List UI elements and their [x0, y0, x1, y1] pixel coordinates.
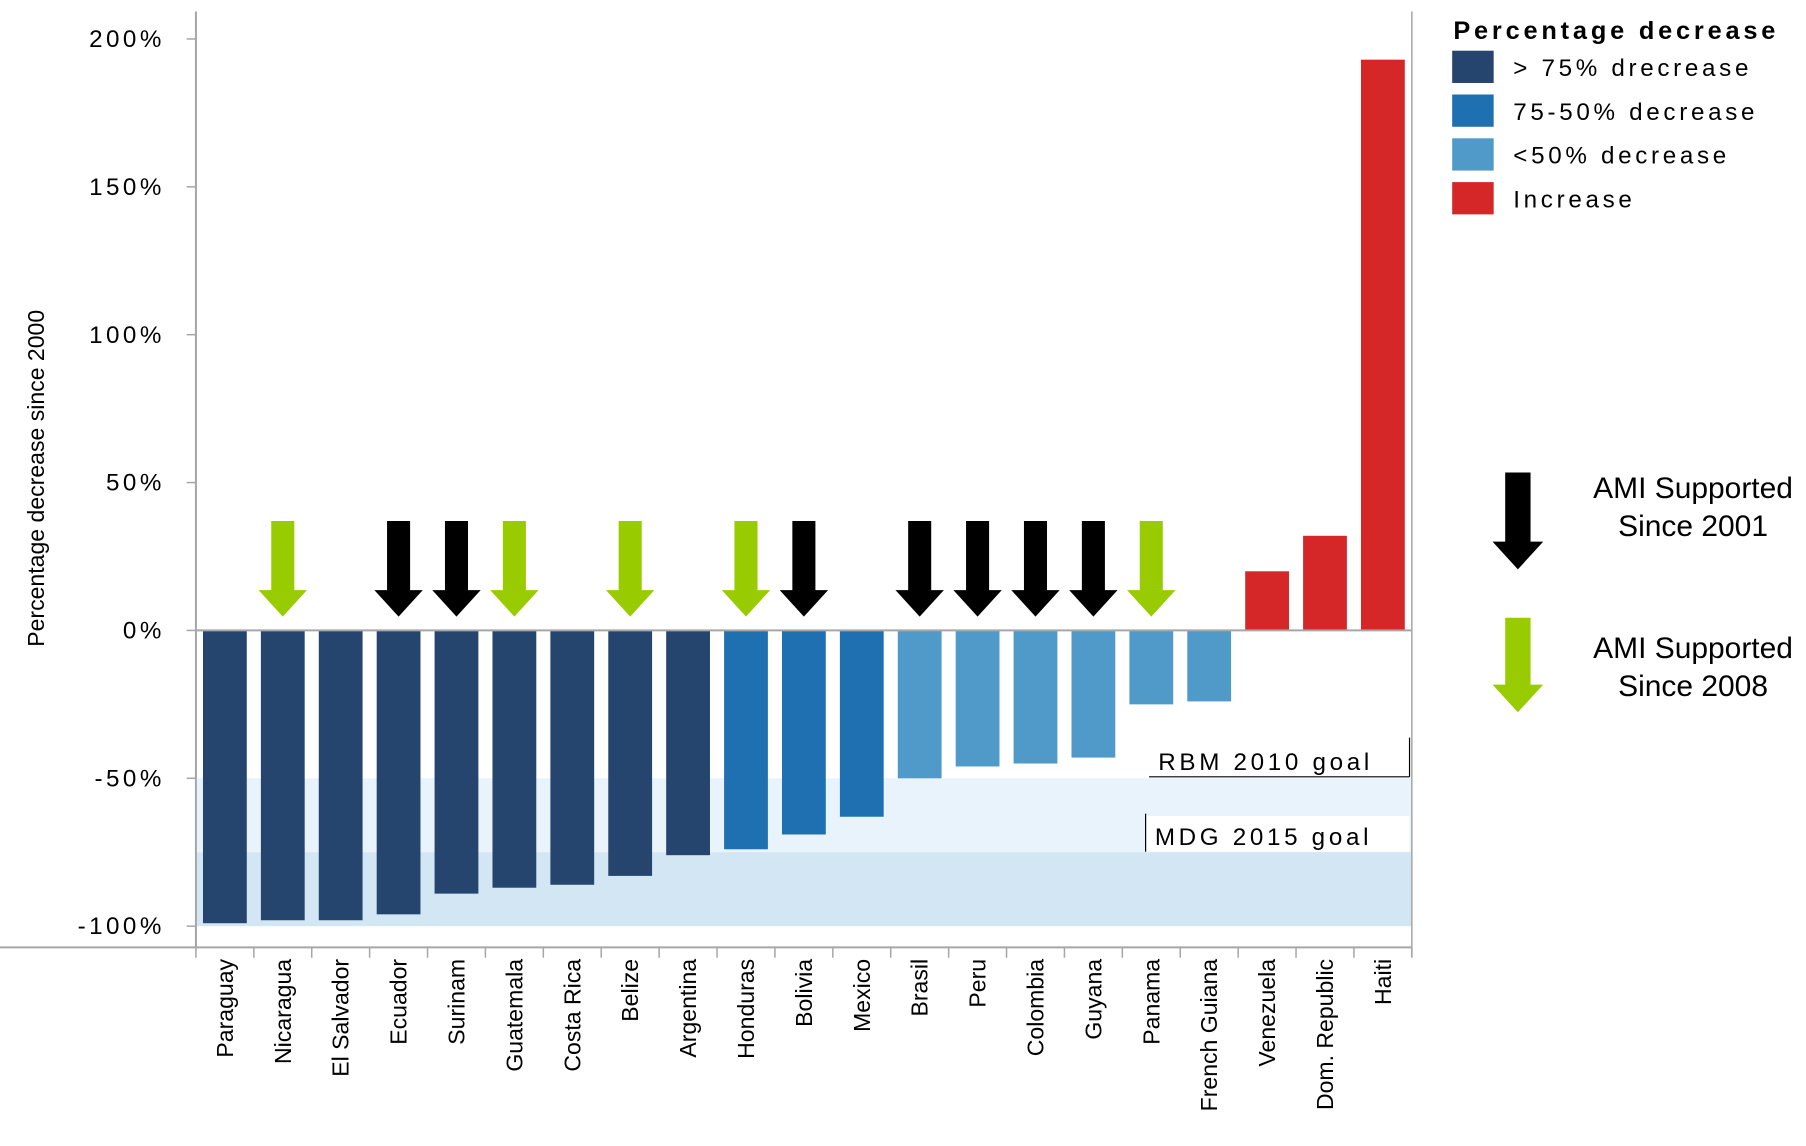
bar-nicaragua [260, 630, 305, 921]
x-tick-label-dom-republic: Dom. Republic [1312, 959, 1338, 1110]
bar-peru [955, 630, 1000, 767]
legend-swatch-g1 [1452, 50, 1494, 83]
y-tick-label: 200% [89, 26, 165, 53]
y-tick-labels-layer: -100% -50% 0% 50% 100% 150% 200% [78, 26, 165, 940]
bar-bolivia [781, 630, 826, 835]
arrow-black-brasil [895, 520, 944, 617]
bar-brasil [897, 630, 942, 779]
x-tick-label-guatemala: Guatemala [501, 959, 527, 1072]
goal-labels-layer: RBM 2010 goal MDG 2015 goal [1145, 737, 1411, 852]
arrow-green-guatemala [490, 520, 539, 617]
bar-french-guiana [1187, 630, 1232, 702]
x-tick-labels-layer: Paraguay Nicaragua El Salvador Ecuador Surin… [212, 958, 1396, 1111]
arrow-green-honduras [721, 520, 771, 617]
x-tick-label-nicaragua: Nicaragua [270, 959, 296, 1064]
arrow-black-bolivia [779, 520, 829, 617]
legend-swatch-g2 [1452, 94, 1494, 127]
bar-guatemala [492, 630, 537, 888]
bar-belize [608, 630, 653, 876]
arrow-black-colombia [1011, 520, 1060, 617]
bar-mexico [839, 630, 884, 817]
bar-ecuador [376, 630, 421, 915]
goal-label-bg-mdg [1145, 815, 1410, 852]
arrow-black-peru [953, 520, 1002, 617]
bar-dom-republic [1303, 535, 1347, 631]
arrow-legend-icon-green [1492, 617, 1544, 713]
arrow-legend-icon-black [1492, 472, 1544, 570]
legend: Percentage decrease > 75% drecrease 75-50%… [1452, 17, 1779, 215]
arrow-legend: AMI Supported Since 2001 AMI Supported Sinc… [1492, 472, 1793, 713]
bar-guyana [1071, 630, 1116, 758]
arrow-black-surinam [432, 520, 481, 617]
arrow-green-nicaragua [258, 520, 307, 617]
arrow-legend-line1-green: AMI Supported [1593, 632, 1793, 665]
x-tick-label-guyana: Guyana [1080, 959, 1106, 1040]
axes-layer [0, 11, 1413, 958]
legend-title: Percentage decrease [1453, 17, 1779, 45]
arrow-legend-line2-green: Since 2008 [1618, 670, 1768, 703]
y-tick-label: 150% [89, 174, 165, 201]
legend-swatch-g3 [1452, 138, 1494, 171]
x-tick-label-ecuador: Ecuador [386, 959, 412, 1045]
bar-surinam [434, 630, 479, 894]
bar-honduras [724, 630, 768, 850]
y-tick-label: -50% [95, 765, 165, 792]
x-tick-label-brasil: Brasil [907, 959, 933, 1017]
x-tick-label-el-salvador: El Salvador [328, 959, 354, 1077]
x-tick-label-peru: Peru [965, 959, 991, 1008]
legend-label-g2: 75-50% decrease [1513, 99, 1758, 126]
y-tick-label: -100% [78, 913, 165, 940]
x-tick-label-surinam: Surinam [444, 959, 470, 1045]
x-tick-label-honduras: Honduras [733, 959, 759, 1059]
x-tick-label-bolivia: Bolivia [791, 959, 817, 1027]
arrow-green-belize [605, 520, 655, 617]
x-tick-label-french-guiana: French Guiana [1196, 959, 1222, 1112]
x-tick-label-argentina: Argentina [675, 959, 701, 1058]
arrow-legend-line1-black: AMI Supported [1593, 472, 1793, 505]
legend-swatch-g4 [1452, 182, 1494, 215]
goal-label-mdg: MDG 2015 goal [1155, 824, 1372, 851]
y-tick-label: 100% [89, 322, 165, 349]
x-tick-label-venezuela: Venezuela [1254, 959, 1280, 1067]
x-tick-label-panama: Panama [1138, 959, 1164, 1045]
x-tick-label-paraguay: Paraguay [212, 958, 238, 1057]
arrow-legend-line2-black: Since 2001 [1618, 510, 1768, 543]
y-tick-label: 0% [123, 617, 165, 644]
x-tick-label-costa-rica: Costa Rica [559, 959, 585, 1072]
bars-layer [202, 59, 1405, 924]
bar-haiti [1360, 59, 1405, 631]
y-axis-title: Percentage decrease since 2000 [23, 310, 49, 647]
arrow-black-guyana [1069, 520, 1118, 617]
legend-label-g1: > 75% drecrease [1513, 55, 1752, 82]
x-tick-label-mexico: Mexico [849, 959, 875, 1032]
x-tick-label-haiti: Haiti [1370, 959, 1396, 1005]
bar-el-salvador [318, 630, 363, 921]
goal-label-bg-rbm [1149, 741, 1410, 776]
y-tick-label: 50% [106, 470, 165, 497]
arrow-green-panama [1127, 520, 1176, 617]
legend-label-g4: Increase [1513, 186, 1635, 213]
bar-colombia [1013, 630, 1058, 764]
arrow-black-ecuador [374, 520, 423, 617]
bar-argentina [666, 630, 710, 856]
bar-panama [1129, 630, 1174, 705]
bar-paraguay [202, 630, 247, 924]
bar-costa-rica [550, 630, 595, 885]
x-tick-label-belize: Belize [617, 959, 643, 1022]
bar-venezuela [1245, 571, 1289, 631]
goal-label-rbm: RBM 2010 goal [1158, 749, 1373, 776]
arrows-layer [258, 520, 1176, 617]
legend-label-g3: <50% decrease [1513, 143, 1730, 170]
x-tick-label-colombia: Colombia [1023, 959, 1049, 1057]
